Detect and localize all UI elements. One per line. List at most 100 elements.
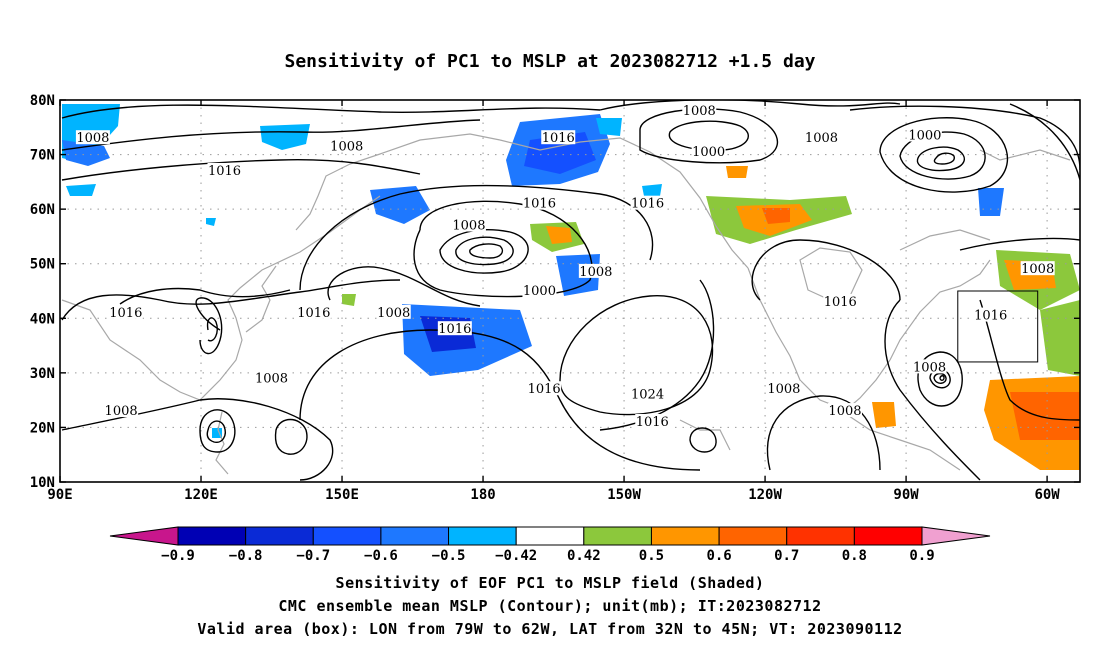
- footer-line-1: Sensitivity of EOF PC1 to MSLP field (Sh…: [335, 574, 765, 592]
- lon-label: 120E: [184, 487, 218, 503]
- lon-label: 90E: [47, 487, 72, 503]
- shade-region-2: [260, 124, 310, 150]
- mslp-contour-37: [979, 299, 1080, 421]
- mslp-contour-6: [439, 229, 529, 274]
- colorbar-label: −0.5: [432, 548, 466, 564]
- figure-title: Sensitivity of PC1 to MSLP at 2023082712…: [284, 51, 815, 72]
- colorbar-label: 0.6: [706, 548, 731, 564]
- contour-labels: 1008 1008 1016 1016 1008 1000 1008 1000 1016 1016…: [75, 102, 1055, 430]
- shade-region-23: [726, 166, 748, 178]
- contour-label-bg: [296, 304, 331, 319]
- contour-label-bg: [451, 217, 486, 232]
- gridlines: [60, 100, 1080, 482]
- mslp-contour-11: [639, 108, 779, 164]
- contour-label: 1016: [297, 306, 330, 321]
- coastline-6: [889, 259, 991, 361]
- contour-label: 1000: [692, 145, 725, 160]
- contour-label: 1008: [105, 404, 138, 419]
- mslp-contour-8: [469, 243, 504, 259]
- mslp-contour-2: [61, 159, 421, 181]
- contour-label-bg: [578, 263, 613, 278]
- contour-label: 1000: [908, 128, 941, 143]
- contour-label-bg: [75, 130, 110, 145]
- lat-label: 50N: [30, 257, 55, 273]
- mslp-contour-30: [933, 372, 947, 384]
- coastline-4: [499, 137, 749, 269]
- shade-region-24: [206, 218, 216, 226]
- colorbar-swatch: [786, 526, 855, 546]
- colorbar-swatch: [583, 526, 652, 546]
- contour-label-bg: [827, 403, 862, 418]
- contour-label-bg: [376, 304, 411, 319]
- contour-label-bg: [907, 127, 942, 142]
- mslp-contour-34: [766, 395, 881, 471]
- mslp-contour-27: [274, 418, 308, 455]
- contour-label-bg: [973, 307, 1008, 322]
- mslp-contour-36: [884, 299, 981, 481]
- contour-label: 1008: [805, 131, 838, 146]
- shade-region-14: [762, 208, 790, 224]
- colorbar-label: 0.42: [567, 548, 601, 564]
- contour-label: 1008: [913, 360, 946, 375]
- coastline-9: [839, 409, 961, 471]
- mslp-contour-23: [195, 297, 223, 355]
- contour-label-bg: [541, 130, 576, 145]
- mslp-contour-38: [959, 237, 1080, 251]
- colorbar-label: −0.7: [296, 548, 330, 564]
- lon-label: 150E: [325, 487, 359, 503]
- contour-label-bg: [823, 293, 858, 308]
- mslp-contour-19: [1009, 103, 1080, 181]
- contour-label: 1008: [828, 404, 861, 419]
- shade-region-26: [212, 428, 222, 438]
- lat-label: 70N: [30, 148, 55, 164]
- shade-region-1: [62, 140, 110, 166]
- contour-label-bg: [437, 321, 472, 336]
- mslp-contour-12: [668, 120, 749, 152]
- shade-region-20: [1040, 300, 1080, 376]
- lon-label: 120W: [748, 487, 782, 503]
- contour-label: 1008: [1021, 262, 1054, 277]
- colorbar-label: −0.9: [161, 548, 195, 564]
- colorbar-swatch: [312, 526, 382, 546]
- mslp-contour-18: [849, 105, 1080, 171]
- colorbar-swatch: [448, 526, 517, 546]
- contour-label: 1008: [76, 131, 109, 146]
- lon-label: 90W: [893, 487, 919, 503]
- colorbar-label: 0.5: [639, 548, 664, 564]
- contour-label: 1016: [438, 322, 471, 337]
- lon-label: 60W: [1034, 487, 1060, 503]
- colorbar-label: −0.8: [229, 548, 263, 564]
- shade-region-15: [978, 188, 1004, 216]
- mslp-contour-31: [939, 375, 945, 381]
- colorbar-label: 0.8: [842, 548, 867, 564]
- sensitivity-shading: [62, 104, 1080, 470]
- contour-label-bg: [1020, 261, 1055, 276]
- coastline-3: [295, 133, 501, 231]
- lon-label: 150W: [607, 487, 641, 503]
- mslp-contour-3: [61, 279, 401, 321]
- contour-label-bg: [522, 283, 557, 297]
- contour-label: 1008: [330, 139, 363, 154]
- coastline-7: [799, 247, 863, 301]
- contour-label-bg: [527, 381, 562, 396]
- contour-label-bg: [682, 102, 717, 117]
- mslp-contour-17: [933, 152, 955, 165]
- contour-label-bg: [108, 304, 143, 319]
- footer-line-3: Valid area (box): LON from 79W to 62W, L…: [197, 620, 903, 638]
- contour-label: 1016: [109, 306, 142, 321]
- shade-region-27: [66, 184, 96, 196]
- shade-region-19: [1010, 392, 1080, 440]
- contour-label: 1008: [255, 371, 288, 386]
- lat-label: 60N: [30, 202, 55, 218]
- coastline-2: [245, 265, 277, 333]
- mslp-contour-7: [455, 236, 514, 266]
- colorbar-label: −0.6: [364, 548, 398, 564]
- lon-label: 180: [470, 487, 495, 503]
- contour-label: 1008: [579, 265, 612, 280]
- contour-label-bg: [912, 359, 947, 374]
- contour-label: 1000: [523, 284, 556, 299]
- contour-label-bg: [804, 130, 839, 145]
- coastline-5: [747, 267, 891, 411]
- colorbar-swatch: [380, 526, 450, 546]
